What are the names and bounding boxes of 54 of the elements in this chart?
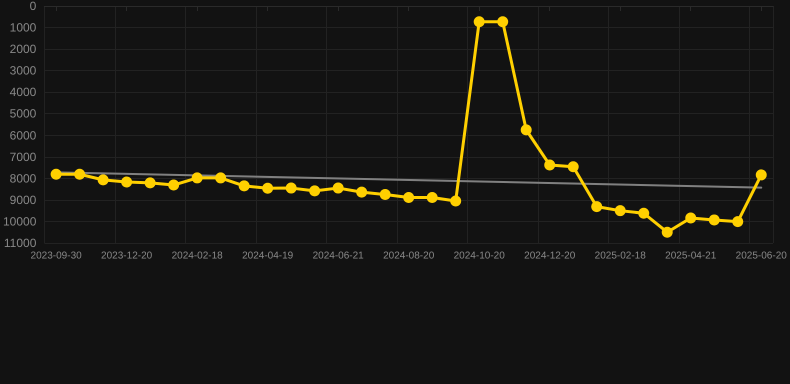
y-tick-label: 9000	[10, 192, 37, 207]
point	[497, 16, 508, 28]
point	[544, 160, 556, 170]
point	[262, 182, 274, 194]
point	[520, 124, 532, 136]
point	[332, 182, 344, 194]
y-tick-label: 4000	[10, 85, 37, 100]
point	[662, 226, 673, 238]
point	[238, 180, 250, 192]
point	[568, 161, 579, 172]
y-tick-label: 5000	[10, 106, 37, 121]
point	[685, 212, 696, 224]
point	[98, 174, 109, 186]
point	[756, 169, 767, 180]
point	[403, 192, 414, 204]
y-tick-label: 11000	[4, 236, 37, 250]
point	[121, 176, 132, 188]
point	[474, 16, 485, 28]
point	[732, 216, 744, 228]
x-tick-label: 2024-10-20	[454, 250, 506, 262]
x-tick-label: 2024-06-21	[312, 250, 364, 262]
point	[450, 195, 462, 206]
point	[614, 205, 626, 216]
y-tick-label: 6000	[10, 128, 37, 142]
point	[708, 214, 720, 226]
point	[168, 180, 180, 191]
x-tick-label: 2025-02-18	[594, 250, 646, 262]
y-tick-label: 0	[30, 0, 37, 13]
point	[286, 182, 297, 194]
y-tick-label: 7000	[10, 150, 37, 164]
x-tick-label: 2023-09-30	[30, 250, 82, 262]
x-tick-label: 2023-12-20	[101, 250, 153, 262]
x-tick-label: 2025-06-20	[736, 250, 788, 262]
y-tick-label: 8000	[10, 171, 37, 186]
y-tick-label: 3000	[10, 64, 37, 78]
x-tick-label: 2024-04-19	[242, 250, 294, 262]
point	[50, 168, 62, 180]
x-tick-label: 2024-02-18	[172, 250, 224, 262]
point	[426, 192, 438, 204]
y-tick-label: 1000	[10, 20, 37, 35]
x-tick-label: 2024-08-20	[383, 250, 435, 262]
point	[215, 172, 226, 184]
point	[144, 177, 156, 188]
point	[192, 172, 203, 184]
y-tick-label: 10000	[2, 214, 37, 228]
point	[380, 189, 391, 200]
x-tick-label: 2025-04-21	[665, 250, 717, 262]
point	[309, 185, 320, 196]
y-tick-label: 2000	[10, 42, 37, 56]
point	[638, 208, 650, 219]
point	[591, 201, 602, 212]
x-tick-label: 2024-12-20	[524, 250, 576, 262]
point	[74, 168, 86, 180]
point	[356, 186, 368, 198]
